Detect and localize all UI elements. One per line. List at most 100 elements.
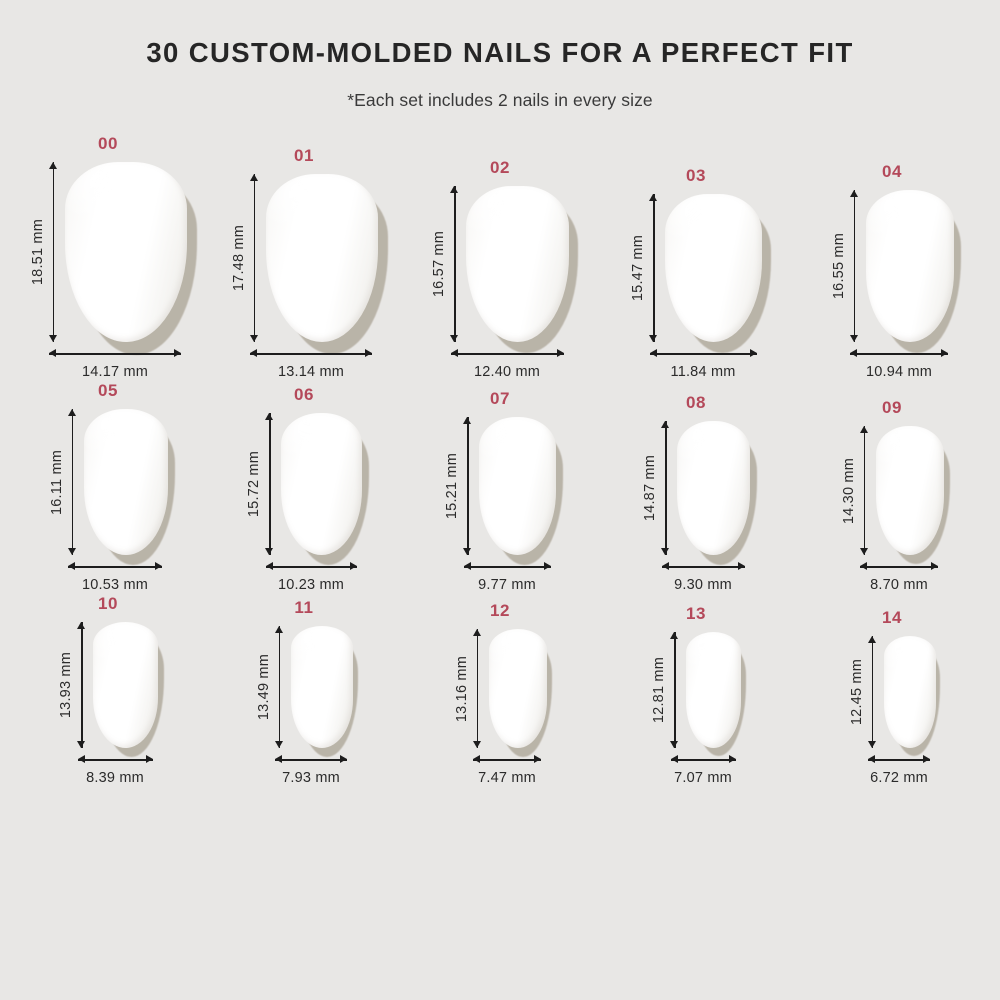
- nail-highlight: [888, 432, 902, 453]
- height-dimension: 13.93 mm: [58, 622, 86, 749]
- size-label: 13: [685, 604, 707, 624]
- arrow-head-right-icon: [365, 349, 372, 358]
- arrow-head-up-icon: [661, 421, 669, 429]
- height-arrow-icon: [670, 632, 679, 749]
- width-value: 7.07 mm: [674, 770, 732, 787]
- size-cell-09[interactable]: 09 14.30 mm 8.70 mm: [794, 397, 990, 593]
- measurement-area: 16.11 mm: [49, 409, 176, 566]
- nail-highlight: [302, 632, 315, 651]
- arrow-head-left-icon: [670, 755, 678, 764]
- nail-image: [665, 194, 771, 353]
- width-arrow-icon: [275, 755, 347, 764]
- height-dimension: 13.49 mm: [256, 626, 284, 749]
- nail-highlight: [893, 641, 904, 659]
- nail-body: [875, 426, 944, 556]
- height-value: 14.30 mm: [840, 457, 857, 524]
- width-arrow-icon: [473, 755, 541, 764]
- size-cell-01[interactable]: 01 17.48 mm 13.14 mm: [206, 145, 402, 380]
- arrow-head-left-icon: [68, 562, 75, 571]
- height-arrow-icon: [249, 174, 259, 343]
- height-value: 16.57 mm: [431, 231, 447, 298]
- height-dimension: 14.87 mm: [642, 421, 670, 556]
- size-cell-02[interactable]: 02 16.57 mm 12.40 mm: [402, 157, 598, 380]
- width-value: 12.40 mm: [473, 364, 541, 381]
- nail-highlight: [87, 171, 113, 199]
- size-label: 09: [881, 398, 903, 418]
- nail-highlight: [690, 427, 706, 449]
- nail-image: [83, 409, 176, 566]
- width-value: 6.72 mm: [870, 770, 928, 787]
- nail-highlight: [499, 635, 512, 654]
- arrow-head-up-icon: [48, 162, 57, 170]
- width-value: 13.14 mm: [277, 364, 345, 381]
- size-cell-06[interactable]: 06 15.72 mm 10.23 mm: [206, 384, 402, 593]
- size-cell-08[interactable]: 08 14.87 mm 9.30 mm: [598, 392, 794, 593]
- size-row: 10 13.93 mm 8.39 mm 11 13.49 mm 7.93 mm 12 13.1…: [0, 593, 1000, 786]
- size-cell-14[interactable]: 14 12.45 mm 6.72 mm: [794, 607, 990, 786]
- nail-highlight: [882, 197, 900, 221]
- height-dimension: 15.21 mm: [444, 417, 472, 556]
- arrow-shaft: [454, 186, 456, 343]
- height-arrow-icon: [463, 417, 472, 556]
- size-cell-04[interactable]: 04 16.55 mm 10.94 mm: [794, 161, 990, 380]
- arrow-head-up-icon: [67, 409, 76, 417]
- height-dimension: 15.47 mm: [630, 194, 658, 343]
- size-cell-00[interactable]: 00 18.51 mm 14.17 mm: [10, 133, 206, 380]
- arrow-head-down-icon: [670, 741, 678, 749]
- arrow-head-up-icon: [472, 629, 481, 637]
- size-label: 14: [881, 608, 903, 628]
- nail-body: [479, 417, 556, 556]
- arrow-shaft: [860, 566, 938, 568]
- nail-body: [265, 174, 378, 343]
- width-value: 10.94 mm: [865, 364, 933, 381]
- arrow-head-right-icon: [340, 755, 347, 764]
- width-dimension: 9.77 mm: [450, 562, 551, 593]
- nail-image: [488, 629, 552, 757]
- measurement-area: 12.81 mm: [651, 632, 746, 757]
- size-cell-03[interactable]: 03 15.47 mm 11.84 mm: [598, 165, 794, 380]
- arrow-shaft: [269, 413, 271, 556]
- nail-image: [290, 626, 359, 757]
- nail-highlight: [296, 420, 313, 442]
- height-arrow-icon: [265, 413, 274, 556]
- arrow-head-right-icon: [941, 349, 948, 358]
- nail-highlight: [105, 628, 119, 648]
- arrow-shaft: [653, 194, 655, 343]
- arrow-head-left-icon: [77, 755, 85, 764]
- width-dimension: 7.47 mm: [459, 755, 541, 786]
- size-label: 07: [489, 389, 511, 409]
- arrow-head-right-icon: [155, 562, 162, 571]
- arrow-head-down-icon: [849, 335, 858, 343]
- width-value: 8.39 mm: [86, 770, 144, 787]
- size-cell-11[interactable]: 11 13.49 mm 7.93 mm: [206, 597, 402, 786]
- nail-image: [479, 417, 563, 565]
- measurement-area: 15.47 mm: [630, 194, 771, 353]
- nail-body: [883, 636, 936, 749]
- measurement-area: 13.93 mm: [58, 622, 164, 758]
- arrow-shaft: [250, 353, 372, 355]
- nail-image: [93, 622, 164, 758]
- width-arrow-icon: [860, 562, 938, 571]
- page-title: 30 CUSTOM-MOLDED NAILS FOR A PERFECT FIT: [146, 37, 854, 68]
- arrow-head-up-icon: [849, 190, 858, 198]
- arrow-shaft: [278, 626, 281, 749]
- arrow-head-down-icon: [274, 741, 283, 749]
- size-cell-12[interactable]: 12 13.16 mm 7.47 mm: [402, 600, 598, 786]
- arrow-head-right-icon: [543, 562, 551, 571]
- arrow-head-down-icon: [859, 548, 868, 556]
- arrow-head-left-icon: [450, 349, 458, 358]
- size-cell-13[interactable]: 13 12.81 mm 7.07 mm: [598, 603, 794, 786]
- arrow-head-down-icon: [249, 335, 258, 343]
- size-cell-05[interactable]: 05 16.11 mm 10.53 mm: [10, 380, 206, 593]
- width-dimension: 10.23 mm: [252, 562, 357, 593]
- arrow-head-left-icon: [473, 755, 480, 764]
- arrow-head-right-icon: [749, 349, 757, 358]
- width-dimension: 10.53 mm: [54, 562, 162, 593]
- width-dimension: 13.14 mm: [236, 349, 372, 380]
- size-cell-07[interactable]: 07 15.21 mm 9.77 mm: [402, 388, 598, 593]
- arrow-head-left-icon: [250, 349, 257, 358]
- arrow-head-right-icon: [923, 755, 930, 764]
- size-cell-10[interactable]: 10 13.93 mm 8.39 mm: [10, 593, 206, 786]
- arrow-head-right-icon: [145, 755, 153, 764]
- nail-body: [488, 629, 547, 749]
